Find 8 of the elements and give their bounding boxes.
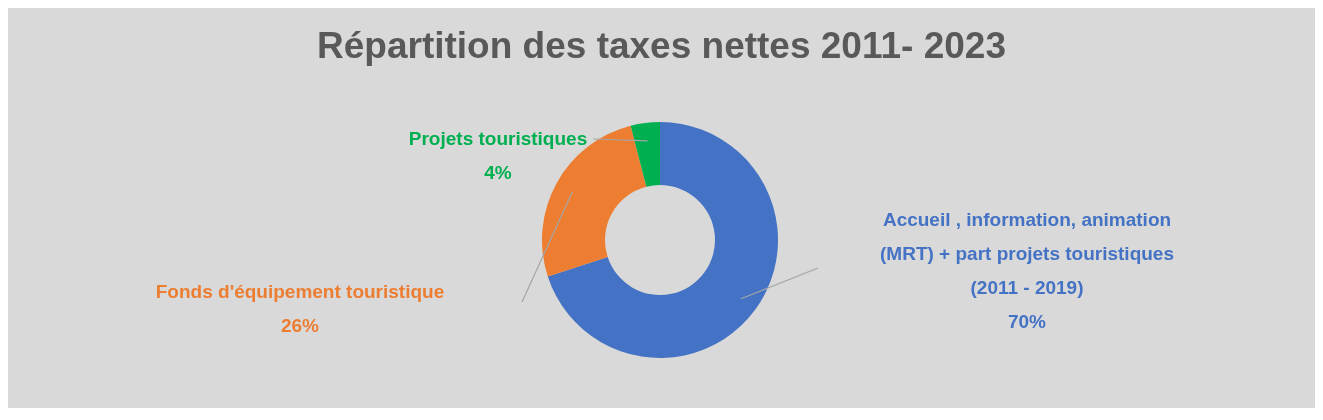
data-label: 70%	[1007, 311, 1047, 332]
donut-slice	[630, 122, 660, 187]
data-label: 4%	[484, 162, 512, 183]
data-label: 26%	[280, 315, 320, 336]
chart-title: Répartition des taxes nettes 2011- 2023	[317, 25, 1006, 66]
slice-label: Projets touristiques	[408, 128, 588, 149]
slice-label: Accueil , information, animation (MRT) + part projets touristiques (2011 - 2019)	[880, 209, 1174, 298]
slice-label: Fonds d'équipement touristique	[155, 281, 445, 302]
